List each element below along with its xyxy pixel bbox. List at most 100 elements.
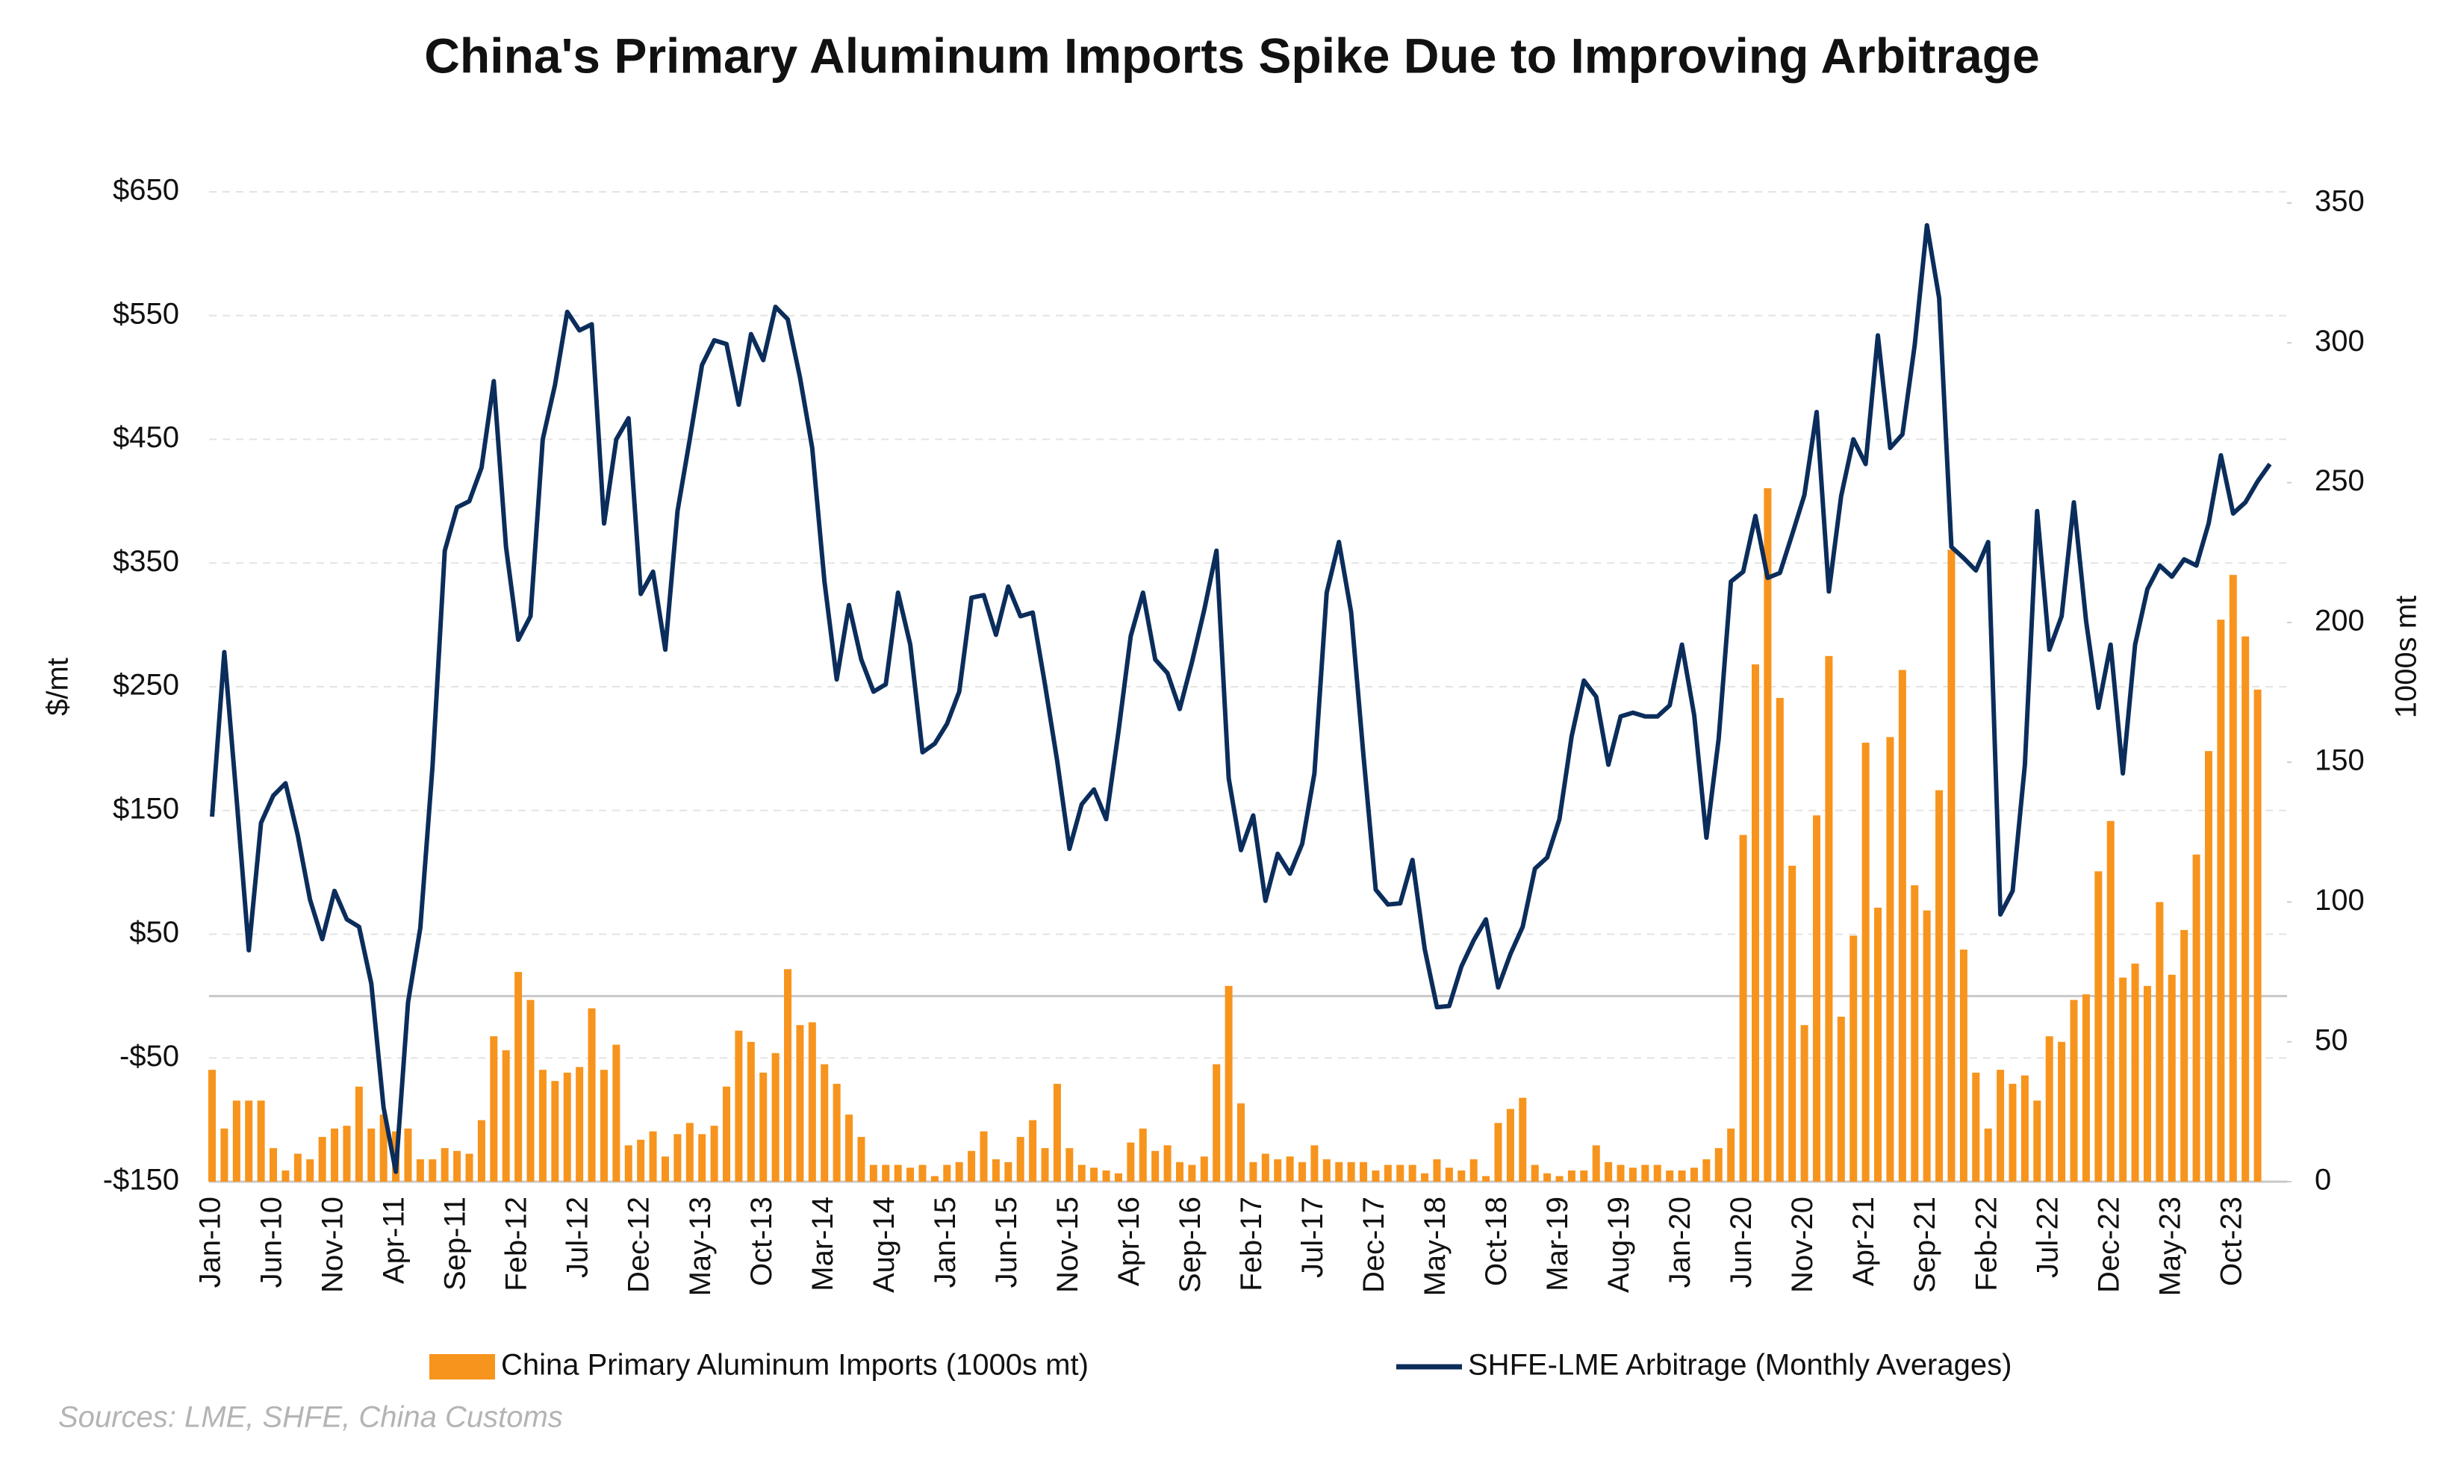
- bar: [1372, 1170, 1380, 1182]
- bar: [808, 1022, 816, 1182]
- bar: [1102, 1170, 1110, 1182]
- bar: [343, 1126, 351, 1182]
- x-tick-label: Dec-22: [2092, 1197, 2125, 1293]
- bar: [293, 1153, 302, 1182]
- bar: [1261, 1153, 1269, 1182]
- legend-label: SHFE-LME Arbitrage (Monthly Averages): [1468, 1349, 2012, 1382]
- bar: [1274, 1159, 1282, 1182]
- x-tick-label: Apr-21: [1847, 1197, 1880, 1286]
- bar: [2180, 929, 2188, 1182]
- bar: [588, 1008, 596, 1182]
- bar: [1825, 655, 1833, 1182]
- bar: [306, 1159, 314, 1182]
- bar: [1592, 1145, 1600, 1182]
- x-tick-label: Jan-15: [929, 1197, 962, 1288]
- x-tick-label: Apr-16: [1113, 1197, 1145, 1286]
- bar: [281, 1170, 290, 1182]
- bar: [245, 1100, 253, 1182]
- bar: [723, 1086, 730, 1182]
- bar: [2168, 974, 2176, 1182]
- bar: [1531, 1165, 1539, 1182]
- bar: [1225, 985, 1233, 1182]
- bar: [1690, 1167, 1698, 1182]
- bar: [318, 1137, 326, 1182]
- bar: [1727, 1128, 1735, 1182]
- bar: [1911, 885, 1919, 1182]
- bar: [1445, 1167, 1453, 1182]
- x-tick-label: Apr-11: [378, 1197, 411, 1284]
- bar: [2143, 985, 2151, 1182]
- x-tick-label: Oct-23: [2215, 1197, 2247, 1286]
- bar: [1016, 1137, 1024, 1182]
- x-tick-label: Mar-19: [1541, 1197, 1574, 1291]
- bar: [1004, 1162, 1012, 1182]
- bar: [514, 972, 523, 1182]
- bar: [1813, 815, 1821, 1182]
- bar: [1898, 670, 1906, 1182]
- y-tick-label: $450: [113, 421, 179, 454]
- bar: [2058, 1041, 2066, 1182]
- bar: [1065, 1148, 1074, 1182]
- y-tick-label: $350: [113, 545, 179, 578]
- y2-tick-label: 300: [2315, 325, 2365, 358]
- bar: [1506, 1109, 1514, 1182]
- y2-axis-label: 1000s mt: [2390, 596, 2423, 719]
- bar: [257, 1100, 265, 1182]
- bar: [821, 1064, 829, 1182]
- bar: [1322, 1159, 1331, 1182]
- bar: [576, 1067, 584, 1182]
- bar: [1310, 1145, 1319, 1182]
- bar: [1714, 1148, 1723, 1182]
- bar: [1433, 1159, 1441, 1182]
- x-tick-label: Aug-14: [868, 1197, 900, 1293]
- bar: [1286, 1156, 1294, 1182]
- y2-tick-label: 100: [2315, 884, 2365, 917]
- bar: [2020, 1075, 2029, 1182]
- bar: [416, 1159, 424, 1182]
- bar: [1237, 1103, 1245, 1182]
- bar: [1605, 1162, 1613, 1182]
- y-tick-label: -$150: [103, 1164, 179, 1197]
- legend-label: China Primary Aluminum Imports (1000s mt…: [501, 1349, 1089, 1382]
- bar: [894, 1165, 902, 1182]
- bar: [1567, 1170, 1575, 1182]
- bar: [2241, 636, 2250, 1182]
- bar: [747, 1041, 755, 1182]
- bar: [637, 1139, 645, 1182]
- bar: [882, 1165, 890, 1182]
- bar: [918, 1165, 927, 1182]
- bar: [2009, 1083, 2017, 1182]
- bar: [784, 969, 792, 1182]
- bar: [1029, 1120, 1037, 1182]
- bar: [355, 1086, 363, 1182]
- y2-tick-label: 150: [2315, 744, 2365, 777]
- bar: [1861, 742, 1870, 1182]
- bar: [600, 1070, 608, 1182]
- bar: [906, 1167, 915, 1182]
- bar: [1457, 1170, 1466, 1182]
- bar: [1653, 1165, 1661, 1182]
- bar: [698, 1134, 706, 1182]
- x-tick-label: Sep-21: [1908, 1197, 1941, 1293]
- bar: [2229, 575, 2237, 1182]
- bar: [441, 1148, 449, 1182]
- bar: [1997, 1070, 2005, 1182]
- x-tick-label: Oct-13: [745, 1197, 778, 1286]
- bar: [404, 1128, 412, 1182]
- bar: [649, 1131, 657, 1182]
- bar: [955, 1162, 963, 1182]
- bar: [1739, 835, 1747, 1182]
- legend-swatch: [429, 1354, 495, 1379]
- bar: [367, 1128, 376, 1182]
- bar: [220, 1128, 228, 1182]
- bar: [1580, 1170, 1588, 1182]
- bar: [2033, 1100, 2041, 1182]
- bar: [2119, 977, 2127, 1182]
- bar: [1139, 1128, 1147, 1182]
- bar: [1837, 1017, 1845, 1182]
- x-tick-label: May-18: [1419, 1197, 1452, 1296]
- bar: [1469, 1159, 1478, 1182]
- bar: [1347, 1162, 1355, 1182]
- y-tick-label: $250: [113, 669, 179, 702]
- bar: [980, 1131, 988, 1182]
